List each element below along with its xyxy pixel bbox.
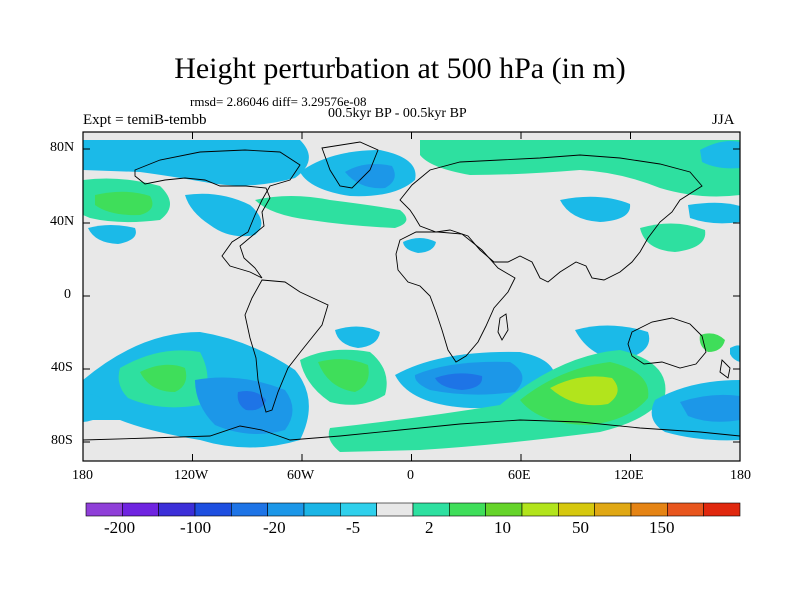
contour-neg-aus-core xyxy=(680,394,740,422)
plot-title: Height perturbation at 500 hPa (in m) xyxy=(174,52,626,85)
contour-pos-sp-core xyxy=(140,364,187,392)
axis-ticks xyxy=(82,132,741,461)
colorbar-swatch xyxy=(231,502,268,517)
lon-label-180e: 180 xyxy=(730,468,751,483)
colorbar-swatch xyxy=(594,502,632,517)
period-text: 00.5kyr BP - 00.5kyr BP xyxy=(328,106,467,121)
lon-label-0: 0 xyxy=(407,468,414,483)
contour-neg-asia xyxy=(560,196,631,222)
contour-neg-pacific-north xyxy=(88,225,136,244)
colorbar-label-7: 50 xyxy=(572,518,589,537)
rmsd-diff-text: rmsd= 2.86046 diff= 3.29576e-08 xyxy=(190,94,367,109)
lon-label-60w: 60W xyxy=(287,468,315,483)
colorbar-label-6: 10 xyxy=(494,518,511,537)
contour-neg-brazil xyxy=(335,326,380,348)
colorbar-swatch xyxy=(303,502,341,517)
colorbar xyxy=(85,502,741,517)
australia-coast xyxy=(627,317,707,369)
contour-neg-sw-pacific xyxy=(730,345,740,362)
contour-pos-australia-east xyxy=(699,333,725,352)
contour-neg-sw-corner xyxy=(83,394,108,422)
colorbar-swatch xyxy=(122,502,159,517)
contour-pos-atlantic-north xyxy=(255,196,407,228)
contour-neg-drake-core xyxy=(237,391,266,411)
madagascar-coast xyxy=(497,313,509,341)
antarctica-coast xyxy=(83,419,740,441)
south-america-coast xyxy=(244,279,329,413)
colorbar-swatch xyxy=(194,502,232,517)
colorbar-label-3: -20 xyxy=(263,518,286,537)
new-zealand-coast xyxy=(719,359,731,379)
greenland-coast xyxy=(321,141,379,189)
colorbar-swatch xyxy=(267,502,305,517)
colorbar-swatch xyxy=(376,502,414,517)
lat-label-80s: 80S xyxy=(51,433,73,448)
colorbar-swatch xyxy=(85,502,123,517)
colorbar-label-5: 2 xyxy=(425,518,434,537)
colorbar-swatch xyxy=(158,502,196,517)
colorbar-label-8: 150 xyxy=(649,518,675,537)
contour-neg-sa-core xyxy=(435,373,483,390)
contour-field xyxy=(83,132,740,461)
lon-label-180w: 180 xyxy=(72,468,93,483)
colorbar-swatch xyxy=(412,502,450,517)
contour-neg-npac-corner xyxy=(700,141,740,169)
contour-neg-atlantic-mid xyxy=(403,238,436,253)
contour-pos-indian-core xyxy=(550,376,618,406)
lat-label-40s: 40S xyxy=(51,360,73,375)
contour-pos-sa-core xyxy=(318,359,369,392)
colorbar-swatch xyxy=(558,502,595,517)
lat-label-0: 0 xyxy=(64,287,71,302)
lon-label-120e: 120E xyxy=(614,468,644,483)
lat-label-40n: 40N xyxy=(50,214,75,229)
eurasia-coast xyxy=(399,154,703,283)
contour-neg-npac-east xyxy=(688,202,740,224)
colorbar-swatch xyxy=(703,502,741,517)
colorbar-label-2: -100 xyxy=(180,518,212,537)
colorbar-swatch xyxy=(449,502,486,517)
season-label: JJA xyxy=(712,112,735,128)
lon-label-120w: 120W xyxy=(174,468,209,483)
contour-neg-arctic-west xyxy=(83,140,309,186)
coastlines xyxy=(83,141,740,441)
africa-coast xyxy=(395,231,516,363)
lon-label-60e: 60E xyxy=(508,468,531,483)
north-america-coast xyxy=(134,149,301,279)
contour-pos-arctic-band xyxy=(420,140,740,197)
contour-pos-japan xyxy=(640,223,706,252)
colorbar-swatch xyxy=(667,502,704,517)
lat-label-80n: 80N xyxy=(50,140,75,155)
colorbar-label-4: -5 xyxy=(346,518,361,537)
colorbar-swatch xyxy=(521,502,559,517)
colorbar-swatch xyxy=(630,502,668,517)
experiment-label: Expt = temiB-tembb xyxy=(83,112,207,128)
colorbar-label-1: -200 xyxy=(104,518,136,537)
contour-neg-canada xyxy=(185,193,262,237)
colorbar-swatch xyxy=(340,502,377,517)
contour-pos-alaska-core xyxy=(95,191,153,216)
colorbar-swatch xyxy=(485,502,523,517)
